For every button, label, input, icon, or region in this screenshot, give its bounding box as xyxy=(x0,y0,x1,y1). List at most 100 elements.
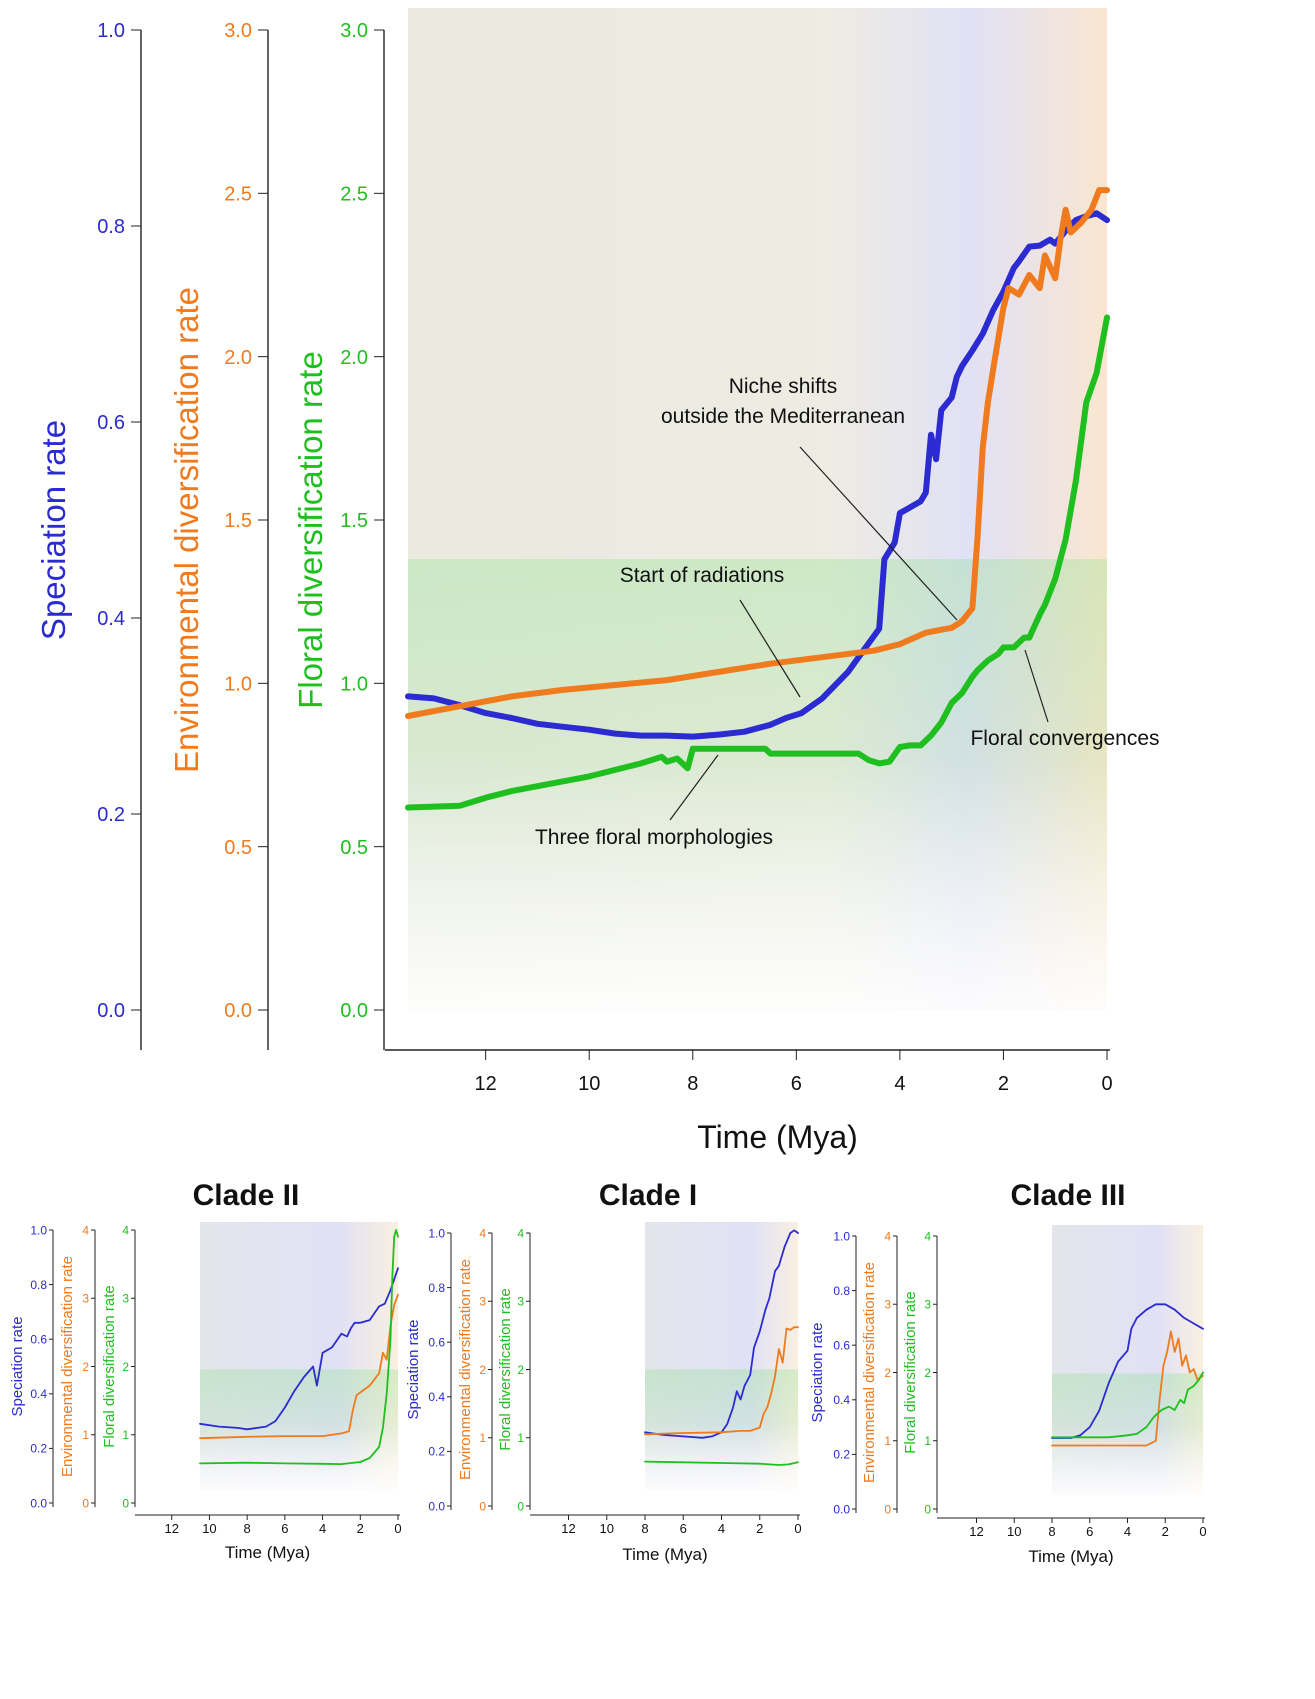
clade-i-environmental-series-line xyxy=(644,1326,799,1436)
main-environmental-y-tick-label: 2.0 xyxy=(224,347,252,369)
main-environmental-series-line xyxy=(405,187,1110,719)
main-floral-y-axis-title: Floral diversification rate xyxy=(292,351,329,709)
clade-i-speciation-y-tick-label: 0.0 xyxy=(428,1499,445,1513)
main-annotation-leader xyxy=(739,599,801,698)
main-annotation-text: outside the Mediterranean xyxy=(661,405,905,428)
clade-iii-title: Clade III xyxy=(1010,1179,1125,1212)
main-interval-fade xyxy=(408,8,1107,1010)
clade-iii-x-axis-label: Time (Mya) xyxy=(1028,1547,1113,1566)
clade-i-environmental-y-tick-label: 4 xyxy=(479,1226,486,1240)
clade-iii-x-tick-label: 2 xyxy=(1162,1524,1169,1539)
clade-iii-x-tick-label: 4 xyxy=(1124,1524,1131,1539)
clade-iii-speciation-y-tick-label: 1.0 xyxy=(833,1229,850,1243)
clade-iii-floral-y-axis-title: Floral diversification rate xyxy=(902,1291,919,1454)
clade-i-speciation-y-tick-label: 0.2 xyxy=(428,1445,445,1459)
clade-i-floral-y-tick-label: 3 xyxy=(517,1295,524,1309)
clade-ii-speciation-y-tick-label: 1.0 xyxy=(30,1223,47,1237)
main-floral-y-tick-label: 2.0 xyxy=(340,347,368,369)
clade-iii-floral-y-tick-label: 1 xyxy=(924,1434,931,1448)
clade-i-floral-y-tick-label: 1 xyxy=(517,1431,524,1445)
main-environmental-y-tick-label: 0.0 xyxy=(224,1000,252,1022)
main-speciation-y-axis-title: Speciation rate xyxy=(35,420,72,640)
clade-ii-environmental-y-tick-label: 0 xyxy=(82,1496,89,1510)
clade-iii-speciation-y-axis-title: Speciation rate xyxy=(809,1322,826,1422)
main-speciation-y-tick-label: 0.0 xyxy=(97,1000,125,1022)
clade-ii-x-tick-label: 0 xyxy=(394,1521,401,1536)
clade-ii-speciation-series-line xyxy=(199,1267,399,1431)
clade-ii-speciation-y-tick-label: 0.8 xyxy=(30,1278,47,1292)
clade-ii-environmental-y-tick-label: 2 xyxy=(82,1360,89,1374)
clade-i-floral-y-tick-label: 2 xyxy=(517,1363,524,1377)
main-x-tick-label: 10 xyxy=(578,1073,600,1095)
clade-i-x-tick-label: 10 xyxy=(600,1521,614,1536)
clade-iii-environmental-series-line xyxy=(1051,1330,1204,1447)
clade-ii-x-tick-label: 10 xyxy=(202,1521,216,1536)
main-floral-y-tick-label: 3.0 xyxy=(340,20,368,42)
main-x-tick-label: 8 xyxy=(687,1073,698,1095)
main-speciation-y-tick-label: 0.6 xyxy=(97,412,125,434)
clade-ii-floral-y-tick-label: 0 xyxy=(122,1496,129,1510)
clade-iii-x-tick-label: 0 xyxy=(1199,1524,1206,1539)
clade-ii-speciation-y-tick-label: 0.6 xyxy=(30,1333,47,1347)
main-environmental-y-tick-label: 1.0 xyxy=(224,674,252,696)
clade-iii-floral-y-tick-label: 4 xyxy=(924,1229,931,1243)
clade-iii-x-tick-label: 12 xyxy=(969,1524,983,1539)
clade-ii-environmental-y-tick-label: 3 xyxy=(82,1292,89,1306)
credible-interval-shading xyxy=(200,8,1203,1495)
clade-iii-environmental-y-tick-label: 0 xyxy=(884,1502,891,1516)
main-x-axis-label: Time (Mya) xyxy=(697,1119,858,1155)
main-speciation-y-tick-label: 1.0 xyxy=(97,20,125,42)
clade-i-environmental-y-tick-label: 3 xyxy=(479,1295,486,1309)
clade-ii-floral-y-tick-label: 4 xyxy=(122,1223,129,1237)
main-annotation-text: Three floral morphologies xyxy=(535,826,773,849)
clade-i-speciation-y-tick-label: 0.8 xyxy=(428,1281,445,1295)
clade-iii-speciation-y-tick-label: 0.0 xyxy=(833,1502,850,1516)
main-annotation-text: Floral convergences xyxy=(970,727,1159,750)
clade-ii-environmental-y-tick-label: 1 xyxy=(82,1428,89,1442)
clade-i-environmental-y-tick-label: 1 xyxy=(479,1431,486,1445)
clade-i-environmental-y-tick-label: 0 xyxy=(479,1499,486,1513)
clade-i-speciation-series-line xyxy=(644,1229,799,1439)
main-floral-y-tick-label: 0.0 xyxy=(340,1000,368,1022)
clade-ii-floral-y-tick-label: 2 xyxy=(122,1360,129,1374)
clade-ii-environmental-y-axis-title: Environmental diversification rate xyxy=(59,1256,76,1477)
clade-ii-x-tick-label: 4 xyxy=(319,1521,326,1536)
clade-ii-floral-y-tick-label: 1 xyxy=(122,1428,129,1442)
main-floral-y-tick-label: 1.5 xyxy=(340,510,368,532)
main-annotation-text: Niche shifts xyxy=(729,375,838,398)
clade-i-title: Clade I xyxy=(599,1179,697,1212)
clade-i-floral-y-tick-label: 4 xyxy=(517,1226,524,1240)
clade-iii-speciation-series-line xyxy=(1051,1303,1204,1439)
clade-ii-speciation-y-tick-label: 0.2 xyxy=(30,1442,47,1456)
clade-i-environmental-y-axis-title: Environmental diversification rate xyxy=(457,1259,474,1480)
clade-i-speciation-y-tick-label: 0.4 xyxy=(428,1390,445,1404)
main-x-tick-label: 12 xyxy=(475,1073,497,1095)
main-x-tick-label: 2 xyxy=(998,1073,1009,1095)
clade-ii-x-tick-label: 2 xyxy=(357,1521,364,1536)
main-annotation-leader xyxy=(669,754,719,821)
clade-iii-environmental-y-tick-label: 4 xyxy=(884,1229,891,1243)
clade-i-floral-series-line xyxy=(644,1460,799,1466)
clade-i-speciation-y-axis-title: Speciation rate xyxy=(405,1319,422,1419)
main-annotation-leader xyxy=(799,446,958,621)
clade-i-x-axis-label: Time (Mya) xyxy=(622,1545,707,1564)
clade-iii-speciation-y-tick-label: 0.2 xyxy=(833,1448,850,1462)
clade-iii-environmental-y-tick-label: 3 xyxy=(884,1298,891,1312)
main-environmental-y-tick-label: 1.5 xyxy=(224,510,252,532)
clade-iii-environmental-y-axis-title: Environmental diversification rate xyxy=(861,1262,878,1483)
clade-iii-x-tick-label: 8 xyxy=(1048,1524,1055,1539)
main-floral-y-tick-label: 2.5 xyxy=(340,184,368,206)
main-annotation-leader xyxy=(1024,649,1049,723)
clade-i-x-tick-label: 12 xyxy=(561,1521,575,1536)
main-annotation-text: Start of radiations xyxy=(620,564,785,587)
clade-i-x-tick-label: 2 xyxy=(756,1521,763,1536)
clade-ii-x-tick-label: 8 xyxy=(244,1521,251,1536)
clade-ii-floral-y-axis-title: Floral diversification rate xyxy=(101,1285,118,1448)
clade-iii-floral-y-tick-label: 2 xyxy=(924,1366,931,1380)
clade-iii-speciation-y-tick-label: 0.4 xyxy=(833,1393,850,1407)
clade-i-x-tick-label: 0 xyxy=(794,1521,801,1536)
clade-ii-floral-series-line xyxy=(199,1229,399,1465)
clade-iii-x-tick-label: 10 xyxy=(1007,1524,1021,1539)
clade-i-environmental-y-tick-label: 2 xyxy=(479,1363,486,1377)
